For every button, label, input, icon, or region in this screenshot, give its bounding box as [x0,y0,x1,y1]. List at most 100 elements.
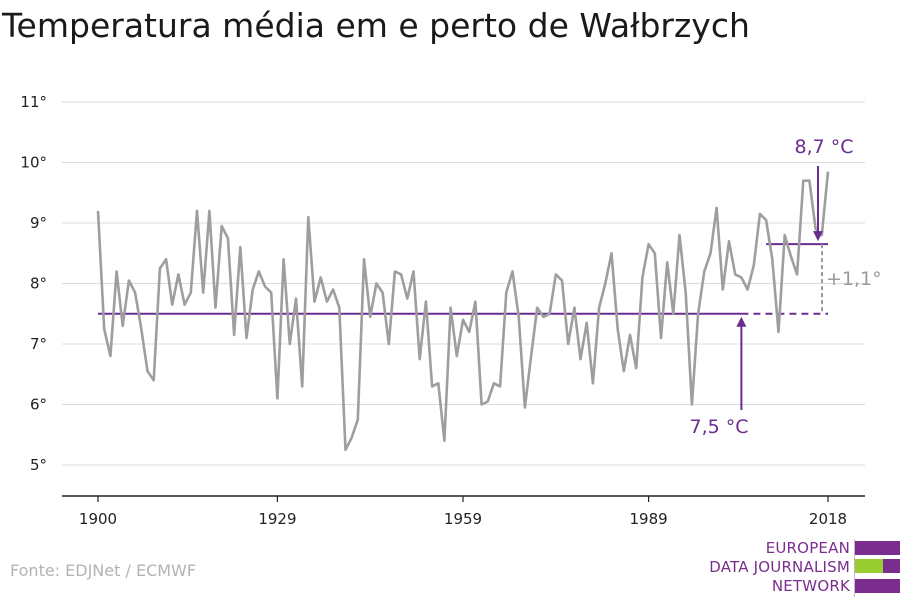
data-point-1973 [548,313,550,315]
data-point-1977 [573,307,575,309]
y-tick-label-6: 6° [30,396,47,414]
data-point-1987 [635,367,637,369]
data-point-1944 [369,316,371,318]
data-point-1974 [555,273,557,275]
data-point-2009 [771,258,773,260]
data-point-1985 [623,370,625,372]
y-tick-label-9: 9° [30,214,47,232]
y-tick-label-10: 10° [20,154,47,172]
data-point-1986 [629,334,631,336]
data-point-1904 [122,325,124,327]
data-point-1981 [598,307,600,309]
data-point-1946 [381,291,383,293]
temperature-series-line [96,171,830,452]
data-point-1941 [350,437,352,439]
data-point-1923 [239,246,241,248]
data-point-1952 [418,358,420,360]
data-point-2014 [802,179,804,181]
data-point-1969 [524,406,526,408]
data-point-1903 [115,270,117,272]
data-point-2005 [746,288,748,290]
data-point-1958 [456,355,458,357]
data-point-2016 [814,228,816,230]
data-point-2015 [808,179,810,181]
data-point-1956 [443,440,445,442]
x-tick-label-1959: 1959 [444,510,482,528]
data-point-1942 [357,418,359,420]
data-point-1921 [227,237,229,239]
y-tick-label-11: 11° [20,93,47,111]
y-tick-label-8: 8° [30,275,47,293]
source-note: Fonte: EDJNet / ECMWF [10,561,197,580]
data-point-1978 [579,358,581,360]
data-point-1932 [295,297,297,299]
data-point-1906 [134,291,136,293]
data-point-1919 [214,307,216,309]
logo-line-2: DATA JOURNALISM [709,558,850,576]
data-point-1960 [468,331,470,333]
data-point-1939 [338,307,340,309]
data-point-2003 [734,273,736,275]
data-point-2002 [728,240,730,242]
edjnet-logo[interactable]: EUROPEAN DATA JOURNALISM NETWORK [700,539,900,597]
data-point-1975 [561,279,563,281]
recent-value-label: 8,7 °C [794,136,853,158]
data-point-1983 [610,252,612,254]
data-point-1949 [400,273,402,275]
data-point-2018 [827,170,829,172]
x-tick-label-1929: 1929 [258,510,296,528]
data-point-1995 [685,291,687,293]
logo-line-3: NETWORK [771,577,850,595]
data-point-1967 [511,270,513,272]
data-point-2008 [765,219,767,221]
data-point-1953 [425,300,427,302]
data-point-1948 [394,270,396,272]
data-point-1918 [208,210,210,212]
data-point-2007 [759,213,761,215]
data-point-1902 [109,355,111,357]
data-point-1970 [530,355,532,357]
x-tick-label-2018: 2018 [809,510,847,528]
logo-bar-purple-top [855,541,900,555]
reference-layer [98,243,828,315]
data-point-1937 [326,300,328,302]
logo-line-1: EUROPEAN [765,539,850,557]
data-point-2000 [715,207,717,209]
data-point-1914 [183,303,185,305]
data-point-1957 [449,307,451,309]
data-point-1984 [616,328,618,330]
data-point-1971 [536,307,538,309]
data-point-2001 [722,288,724,290]
data-point-1954 [431,385,433,387]
data-point-1930 [282,258,284,260]
data-point-1933 [301,385,303,387]
data-point-1999 [709,252,711,254]
data-point-1934 [307,216,309,218]
logo-bar-mixed [855,559,900,573]
data-point-1925 [251,288,253,290]
data-point-1968 [517,316,519,318]
data-point-1926 [258,270,260,272]
data-point-2011 [783,234,785,236]
data-point-1947 [388,343,390,345]
data-point-1972 [542,316,544,318]
data-point-1912 [171,303,173,305]
data-point-1901 [103,328,105,330]
data-point-1955 [437,382,439,384]
data-point-1924 [245,337,247,339]
data-point-1920 [221,225,223,227]
logo-bar-purple-bottom [855,579,900,593]
data-point-1938 [332,288,334,290]
data-point-1907 [140,328,142,330]
data-point-2004 [740,276,742,278]
data-point-1908 [146,370,148,372]
data-point-1965 [499,385,501,387]
data-point-1966 [505,291,507,293]
data-point-1990 [654,252,656,254]
data-point-1950 [406,297,408,299]
data-point-1935 [313,300,315,302]
data-point-1989 [647,243,649,245]
data-point-1998 [703,270,705,272]
data-point-1917 [202,291,204,293]
data-point-1915 [190,291,192,293]
